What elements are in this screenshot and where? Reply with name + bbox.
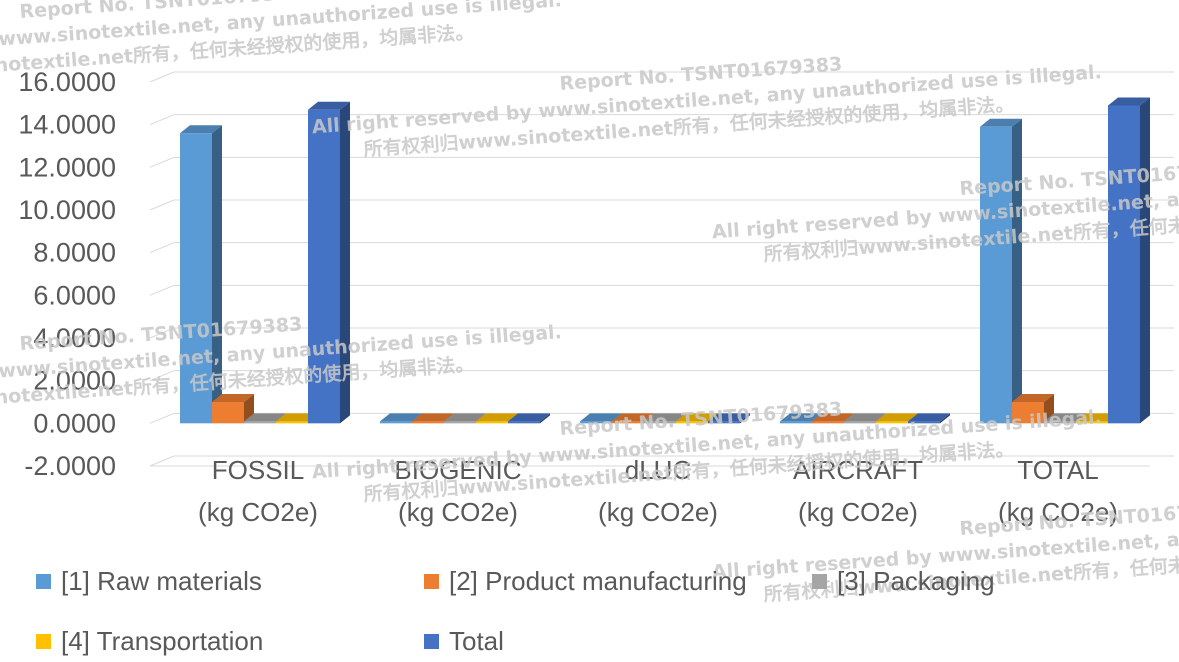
gridline-diag [149, 156, 175, 168]
y-tick-label: 14.0000 [18, 110, 116, 140]
y-tick-label: 4.0000 [33, 323, 116, 353]
bar-front [476, 421, 508, 424]
y-axis-ticks: -2.0000 0.0000 2.0000 4.0000 6.0000 8.0000 10.… [18, 67, 116, 481]
bar-front [908, 421, 940, 424]
bar-front [644, 421, 676, 424]
bar-top [508, 413, 550, 422]
bar-front [580, 421, 612, 424]
x-category-label: TOTAL [1017, 455, 1098, 485]
bar-front [844, 421, 876, 424]
x-category-label: FOSSIL [212, 455, 304, 485]
bar-top [476, 413, 518, 422]
bar-top [612, 413, 654, 422]
bar-top [708, 413, 750, 422]
bar-top [1108, 97, 1150, 106]
gridline-diag [149, 199, 175, 211]
gridline-diag [149, 412, 175, 424]
bar-front [308, 109, 340, 424]
bar-side [340, 101, 350, 424]
y-tick-label: 16.0000 [18, 67, 116, 97]
gridline-diag [149, 242, 175, 254]
bar-side [1012, 118, 1022, 424]
bar-side [740, 413, 750, 424]
bar-front [876, 421, 908, 424]
y-tick-label: -2.0000 [24, 451, 116, 481]
y-tick-label: 0.0000 [33, 408, 116, 438]
bar-top [244, 413, 286, 422]
bar-top [780, 413, 822, 422]
bar-top [1076, 413, 1118, 422]
gridline-diag [149, 114, 175, 126]
x-category-label: (kg CO2e) [398, 497, 518, 527]
bar-front [276, 421, 308, 424]
bar-front [676, 421, 708, 424]
y-tick-label: 8.0000 [33, 238, 116, 268]
bar-front [380, 421, 412, 424]
bar-top [908, 413, 950, 422]
bar-front [780, 421, 812, 424]
bar [708, 413, 750, 424]
gridline-diag [149, 455, 175, 467]
bar-top [276, 413, 318, 422]
bar-side [540, 413, 550, 424]
bar [308, 101, 350, 424]
bar-top [644, 413, 686, 422]
x-axis-categories: FOSSIL (kg CO2e) BIOGENIC (kg CO2e) dLUC (kg … [198, 455, 1118, 527]
y-tick-label: 6.0000 [33, 280, 116, 310]
bar-front [1108, 105, 1140, 424]
bar-top [876, 413, 918, 422]
bar-top [308, 101, 350, 110]
x-category-label: (kg CO2e) [198, 497, 318, 527]
x-category-label: BIOGENIC [394, 455, 521, 485]
bar-top [1044, 413, 1086, 422]
bar-top [844, 413, 886, 422]
bar-front [612, 421, 644, 424]
y-tick-label: 2.0000 [33, 366, 116, 396]
bar-front [1044, 421, 1076, 424]
bar-front [708, 421, 740, 424]
y-tick-label: 10.0000 [18, 195, 116, 225]
bar [180, 125, 222, 424]
x-category-label: AIRCRAFT [793, 455, 923, 485]
bar-front [212, 402, 244, 424]
bar-top [212, 394, 254, 402]
bar-top [444, 413, 486, 422]
x-category-label: (kg CO2e) [598, 497, 718, 527]
gridline-diag [149, 71, 175, 83]
bar-front [244, 421, 276, 424]
x-category-label: (kg CO2e) [798, 497, 918, 527]
bar-top [180, 125, 222, 134]
bar-front [812, 421, 844, 424]
bar [508, 413, 550, 424]
bar-front [980, 126, 1012, 424]
bar-front [508, 421, 540, 424]
bar-top [380, 413, 422, 422]
bar-front [444, 421, 476, 424]
gridline-diag [149, 284, 175, 296]
bar [980, 118, 1022, 424]
bar-front [1076, 421, 1108, 424]
bar-top [580, 413, 622, 422]
bar-front [412, 421, 444, 424]
bar-top [812, 413, 854, 422]
bar [1108, 97, 1150, 424]
bar [908, 413, 950, 424]
bar-front [1012, 402, 1044, 424]
bar-front [180, 133, 212, 424]
x-category-label: dLUC [625, 455, 691, 485]
bar-top [412, 413, 454, 422]
gridline-diag [149, 370, 175, 382]
y-tick-label: 12.0000 [18, 152, 116, 182]
bar-side [940, 413, 950, 424]
x-category-label: (kg CO2e) [998, 497, 1118, 527]
bar-side [1140, 97, 1150, 424]
bars [180, 97, 1150, 424]
gridline-diag [149, 327, 175, 339]
bar-top [980, 118, 1022, 127]
bar-top [1012, 394, 1054, 402]
bar-top [676, 413, 718, 422]
bar-side [212, 125, 222, 424]
